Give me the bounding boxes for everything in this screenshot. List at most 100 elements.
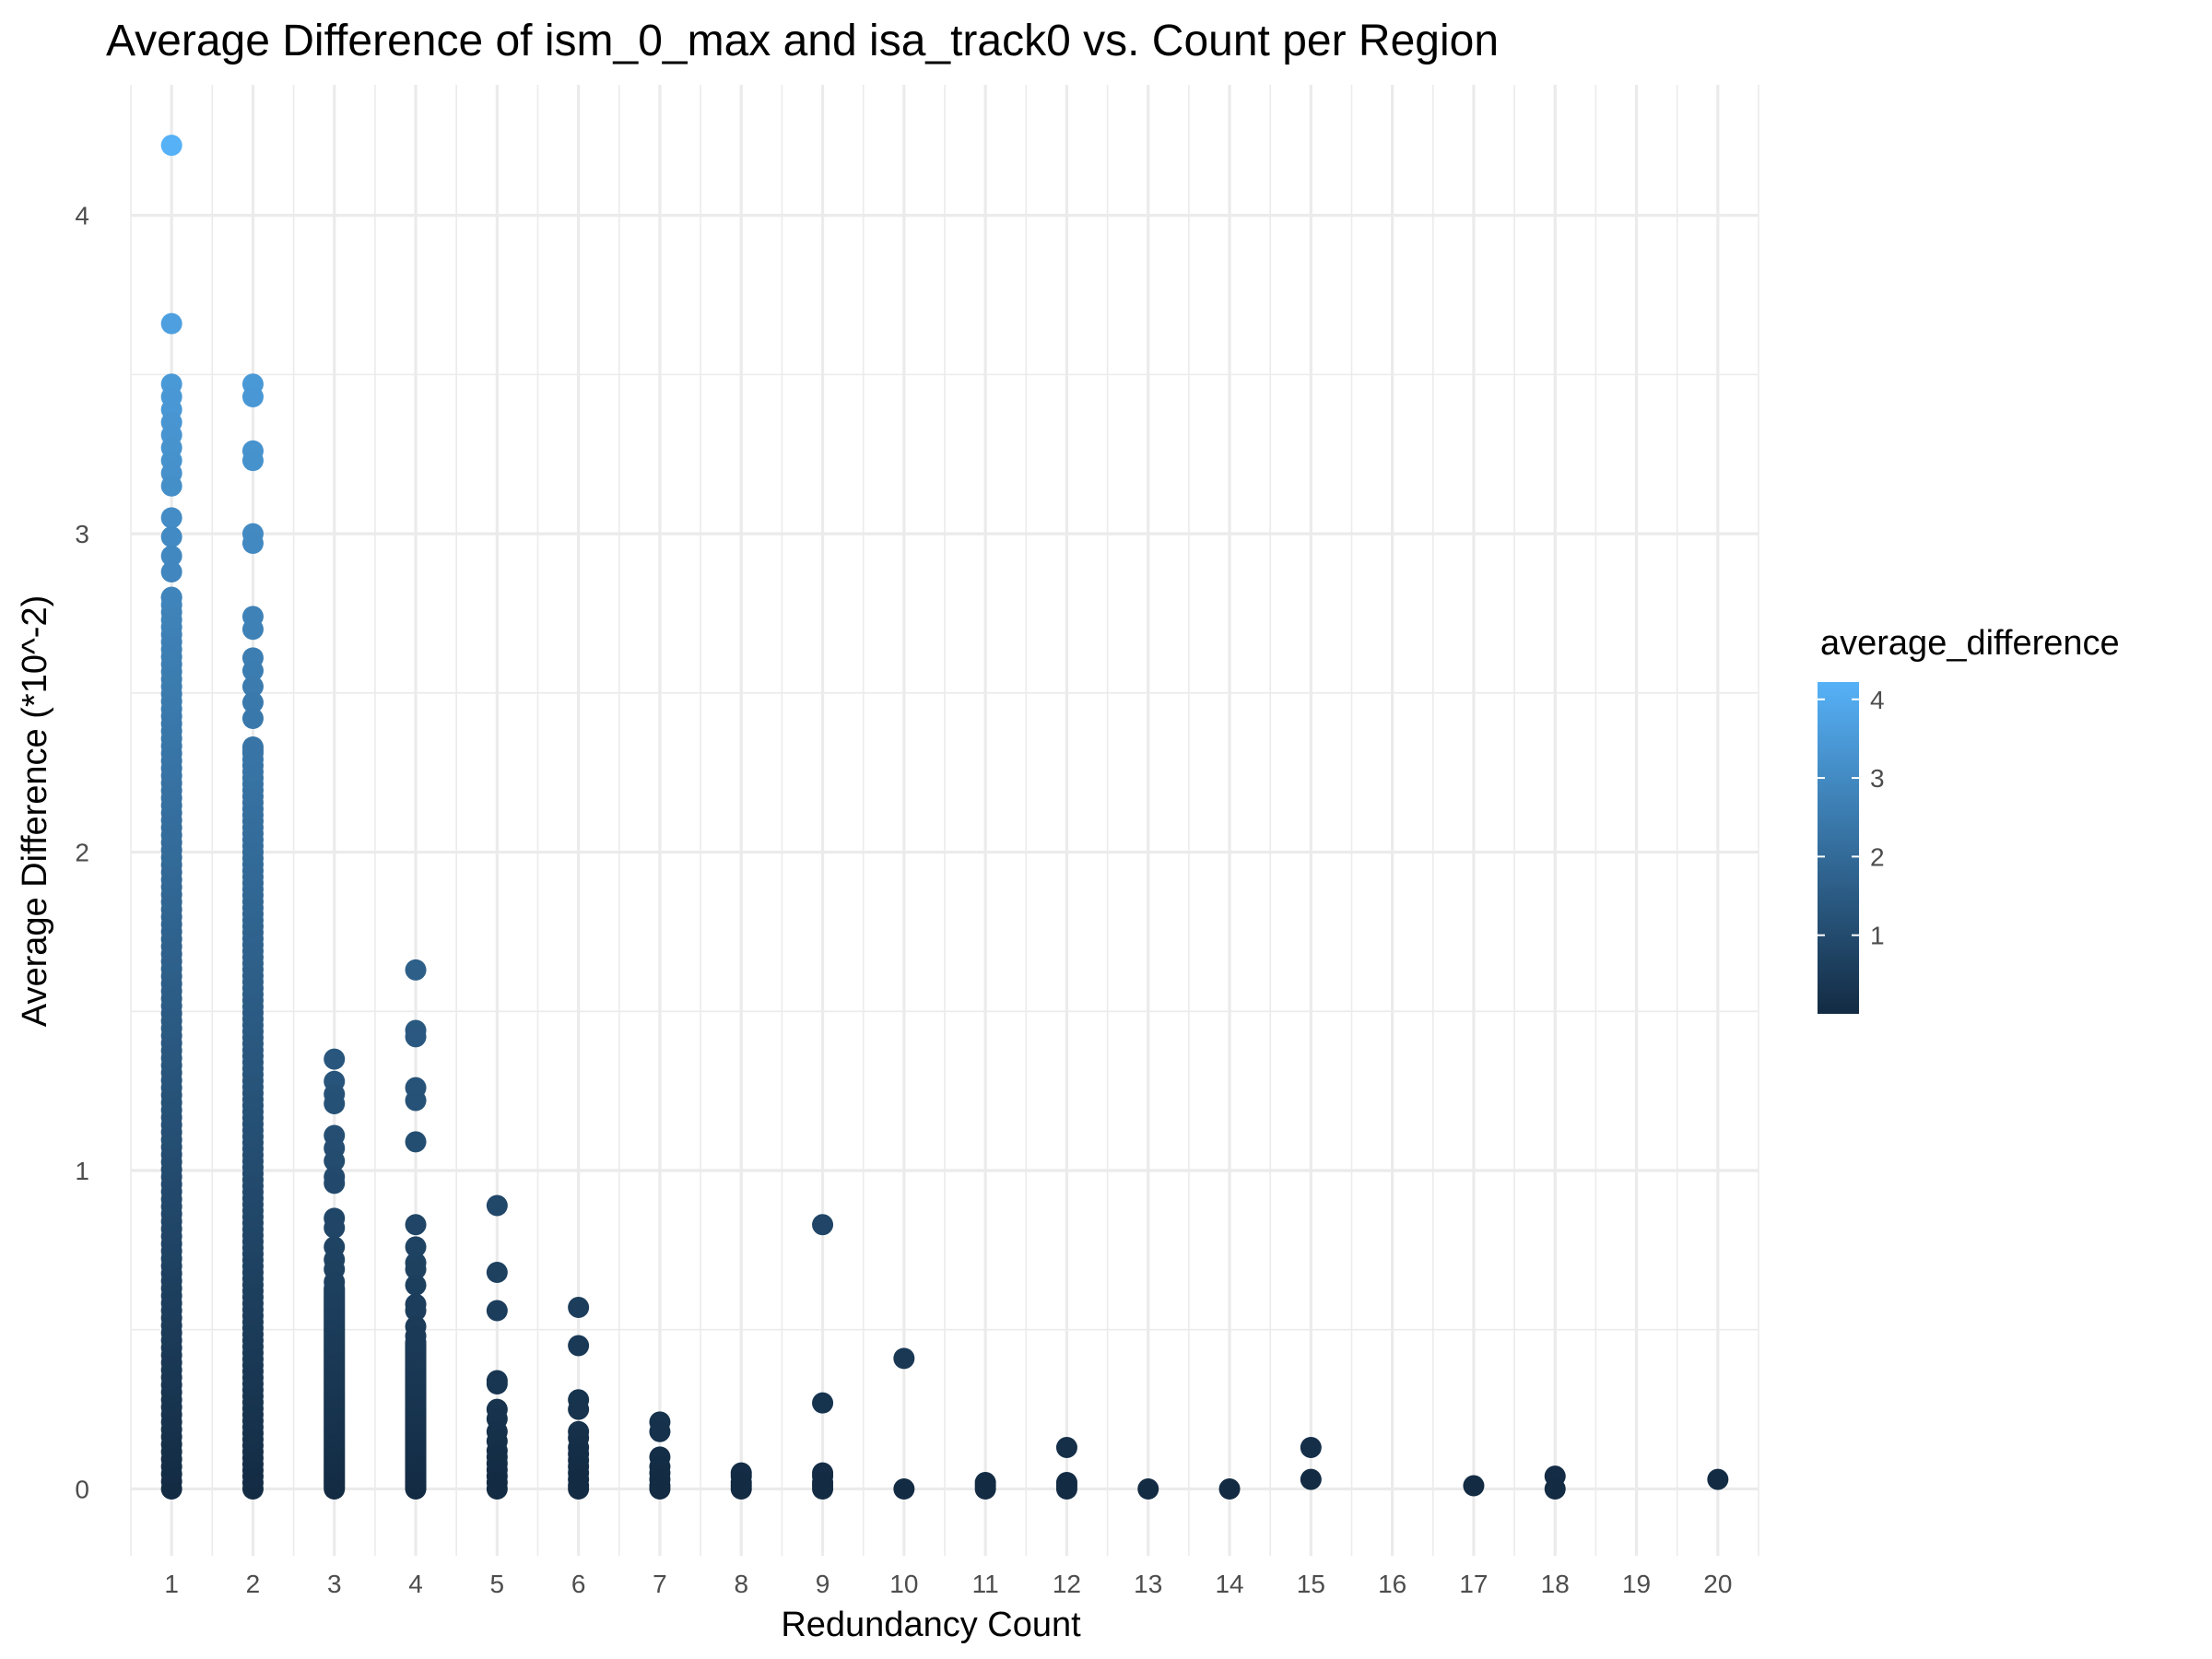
data-point [405,1236,427,1258]
x-tick-label: 8 [734,1570,748,1598]
data-point [241,386,264,408]
y-tick-label: 4 [75,202,89,230]
data-point [974,1477,996,1500]
x-tick-label: 7 [653,1570,667,1598]
chart-title: Average Difference of ism_0_max and isa_… [106,17,1499,65]
x-tick-label: 1 [164,1570,179,1598]
data-point [241,707,264,729]
data-point [730,1477,752,1500]
data-point [160,545,182,567]
x-tick-label: 20 [1703,1570,1732,1598]
x-axis-ticks: 1 2 3 4 5 6 7 8 9 10 11 12 13 14 15 16 17 18 19 20 [164,1570,1732,1598]
data-point [1300,1437,1322,1459]
x-tick-label: 15 [1297,1570,1325,1598]
data-point [324,1271,346,1293]
data-point [324,1150,346,1172]
legend-tick-label: 1 [1870,922,1885,950]
data-point [568,1335,590,1357]
data-point [568,1477,590,1500]
legend-ticks: 1 2 3 4 [1818,686,1885,950]
x-tick-label: 6 [571,1570,586,1598]
data-point [160,135,182,157]
y-axis-ticks: 0 1 2 3 4 [75,202,89,1504]
data-point [893,1347,915,1370]
x-tick-label: 2 [246,1570,261,1598]
data-point [324,1092,346,1114]
data-point [241,450,264,472]
data-point [324,1172,346,1194]
data-point [241,676,264,698]
data-point [1300,1468,1322,1490]
legend-tick-label: 3 [1870,764,1885,793]
x-tick-label: 17 [1459,1570,1488,1598]
data-point [405,959,427,981]
x-tick-label: 10 [889,1570,918,1598]
data-point [486,1477,508,1500]
color-legend: average_difference 1 2 3 4 [1818,624,2120,1014]
data-point [405,1300,427,1322]
data-point [324,1217,346,1239]
data-point [568,1398,590,1420]
x-tick-label: 18 [1541,1570,1570,1598]
x-tick-label: 12 [1053,1570,1081,1598]
data-point [1218,1477,1241,1500]
data-point [812,1392,834,1414]
x-tick-label: 9 [816,1570,830,1598]
data-point [486,1194,508,1217]
grid [130,85,1759,1556]
data-point [405,1258,427,1280]
x-axis-title: Redundancy Count [781,1606,1081,1644]
legend-colorbar [1818,682,1859,1014]
data-point [241,660,264,682]
x-tick-label: 19 [1622,1570,1651,1598]
x-tick-label: 16 [1378,1570,1406,1598]
data-point [160,561,182,583]
data-point [241,532,264,554]
x-tick-label: 13 [1134,1570,1162,1598]
data-point [1055,1477,1077,1500]
y-tick-label: 0 [75,1475,89,1503]
data-point [405,1214,427,1236]
data-point [893,1477,915,1500]
data-point [649,1477,671,1500]
data-point [405,1026,427,1048]
data-point [1707,1468,1729,1490]
data-point [405,1089,427,1112]
y-tick-label: 1 [75,1157,89,1185]
data-point [1137,1477,1159,1500]
legend-tick-label: 2 [1870,842,1885,871]
x-tick-label: 11 [972,1570,999,1598]
data-point [324,1048,346,1070]
data-points [160,135,1729,1500]
data-point [486,1372,508,1394]
x-tick-label: 5 [490,1570,505,1598]
data-point [405,1131,427,1153]
data-point [241,618,264,641]
data-point [1544,1477,1566,1500]
data-point [160,586,182,608]
y-axis-title: Average Difference (*10^-2) [16,595,54,1027]
data-point [812,1477,834,1500]
data-point [1055,1437,1077,1459]
x-tick-label: 3 [327,1570,342,1598]
data-point [405,1325,427,1347]
data-point [812,1214,834,1236]
x-tick-label: 14 [1215,1570,1243,1598]
data-point [160,312,182,335]
data-point [160,526,182,548]
y-tick-label: 2 [75,839,89,867]
data-point [160,507,182,529]
data-point [405,1274,427,1296]
data-point [241,691,264,713]
x-tick-label: 4 [408,1570,423,1598]
legend-tick-label: 4 [1870,686,1885,714]
data-point [1463,1475,1485,1497]
data-point [486,1300,508,1322]
data-point [160,475,182,497]
data-point [568,1297,590,1319]
data-point [486,1262,508,1284]
data-point [241,739,264,761]
data-point [649,1420,671,1442]
y-tick-label: 3 [75,520,89,548]
